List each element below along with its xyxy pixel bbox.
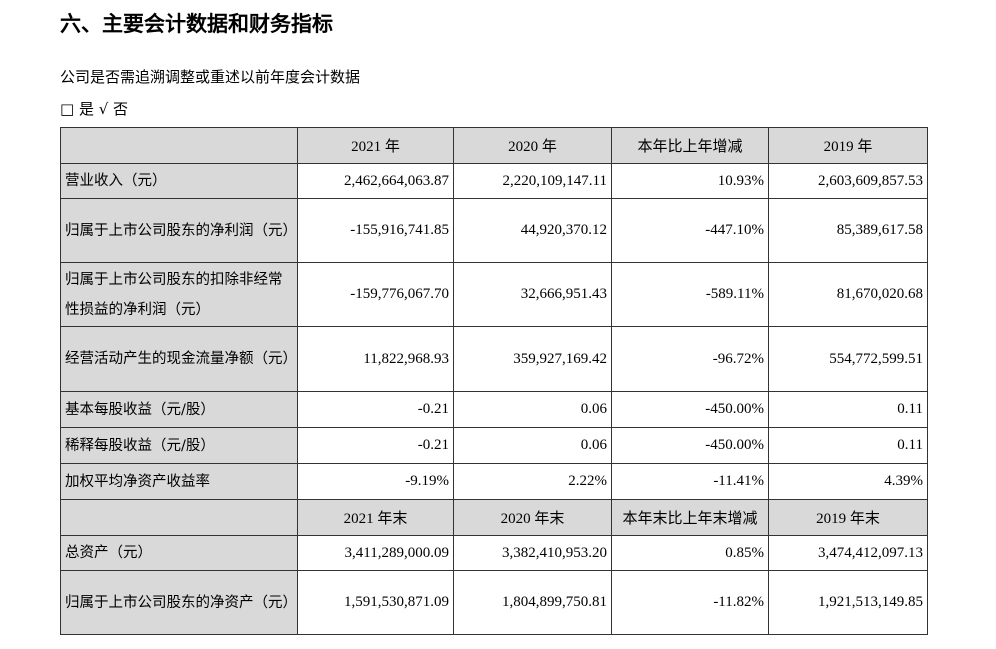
table-row: 归属于上市公司股东的扣除非经常性损益的净利润（元） -159,776,067.70… [60, 262, 928, 327]
table-row: 基本每股收益（元/股） -0.21 0.06 -450.00% 0.11 [60, 391, 928, 428]
row-label: 归属于上市公司股东的扣除非经常性损益的净利润（元） [60, 262, 298, 327]
row-label: 营业收入（元） [60, 163, 298, 199]
value-cell: 554,772,599.51 [768, 326, 928, 392]
row-label: 总资产（元） [60, 535, 298, 571]
column-header: 2021 年 [297, 127, 454, 164]
header-empty-cell [60, 127, 298, 164]
value-cell: 3,411,289,000.09 [297, 535, 454, 571]
value-cell: 2,462,664,063.87 [297, 163, 454, 199]
value-cell: -155,916,741.85 [297, 198, 454, 263]
value-cell: -589.11% [611, 262, 769, 327]
table-row: 经营活动产生的现金流量净额（元） 11,822,968.93 359,927,169… [60, 326, 928, 392]
table-row: 营业收入（元） 2,462,664,063.87 2,220,109,147.11 1… [60, 163, 928, 199]
value-cell: 10.93% [611, 163, 769, 199]
value-cell: -9.19% [297, 463, 454, 500]
row-label: 归属于上市公司股东的净利润（元） [60, 198, 298, 263]
column-header: 2020 年 [453, 127, 612, 164]
section-title: 六、主要会计数据和财务指标 [60, 12, 333, 36]
table-row: 加权平均净资产收益率 -9.19% 2.22% -11.41% 4.39% [60, 463, 928, 500]
value-cell: 0.85% [611, 535, 769, 571]
value-cell: 0.06 [453, 391, 612, 428]
restatement-question: 公司是否需追溯调整或重述以前年度会计数据 [60, 68, 361, 86]
table-header-row: 2021 年末 2020 年末 本年末比上年末增减 2019 年末 [60, 499, 928, 536]
value-cell: 4.39% [768, 463, 928, 500]
row-label: 基本每股收益（元/股） [60, 391, 298, 428]
value-cell: -0.21 [297, 427, 454, 464]
value-cell: 1,921,513,149.85 [768, 570, 928, 635]
row-label: 加权平均净资产收益率 [60, 463, 298, 500]
row-label: 稀释每股收益（元/股） [60, 427, 298, 464]
value-cell: 81,670,020.68 [768, 262, 928, 327]
restatement-options: □ 是 √ 否 [60, 100, 129, 118]
value-cell: 0.11 [768, 427, 928, 464]
value-cell: -0.21 [297, 391, 454, 428]
column-header: 2021 年末 [297, 499, 454, 536]
value-cell: -447.10% [611, 198, 769, 263]
column-header: 2019 年 [768, 127, 928, 164]
value-cell: 44,920,370.12 [453, 198, 612, 263]
row-label: 归属于上市公司股东的净资产（元） [60, 570, 298, 635]
value-cell: 2,220,109,147.11 [453, 163, 612, 199]
column-header: 2019 年末 [768, 499, 928, 536]
value-cell: -11.82% [611, 570, 769, 635]
value-cell: 3,474,412,097.13 [768, 535, 928, 571]
value-cell: 11,822,968.93 [297, 326, 454, 392]
column-header: 本年比上年增减 [611, 127, 769, 164]
value-cell: 2.22% [453, 463, 612, 500]
column-header: 2020 年末 [453, 499, 612, 536]
row-label: 经营活动产生的现金流量净额（元） [60, 326, 298, 392]
value-cell: -11.41% [611, 463, 769, 500]
value-cell: 0.11 [768, 391, 928, 428]
table-row: 稀释每股收益（元/股） -0.21 0.06 -450.00% 0.11 [60, 427, 928, 464]
value-cell: 1,591,530,871.09 [297, 570, 454, 635]
value-cell: 85,389,617.58 [768, 198, 928, 263]
value-cell: -159,776,067.70 [297, 262, 454, 327]
financial-indicators-table: 2021 年 2020 年本年比上年增减 2019 年营业收入（元） 2,462,66… [60, 127, 928, 635]
value-cell: -450.00% [611, 427, 769, 464]
value-cell: 3,382,410,953.20 [453, 535, 612, 571]
table-row: 归属于上市公司股东的净利润（元） -155,916,741.85 44,920,37… [60, 198, 928, 263]
value-cell: 32,666,951.43 [453, 262, 612, 327]
header-empty-cell [60, 499, 298, 536]
value-cell: 359,927,169.42 [453, 326, 612, 392]
value-cell: 0.06 [453, 427, 612, 464]
table-row: 总资产（元） 3,411,289,000.09 3,382,410,953.20 0.… [60, 535, 928, 571]
value-cell: -96.72% [611, 326, 769, 392]
column-header: 本年末比上年末增减 [611, 499, 769, 536]
value-cell: 1,804,899,750.81 [453, 570, 612, 635]
table-header-row: 2021 年 2020 年本年比上年增减 2019 年 [60, 127, 928, 164]
table-row: 归属于上市公司股东的净资产（元） 1,591,530,871.09 1,804,89… [60, 570, 928, 635]
value-cell: 2,603,609,857.53 [768, 163, 928, 199]
value-cell: -450.00% [611, 391, 769, 428]
